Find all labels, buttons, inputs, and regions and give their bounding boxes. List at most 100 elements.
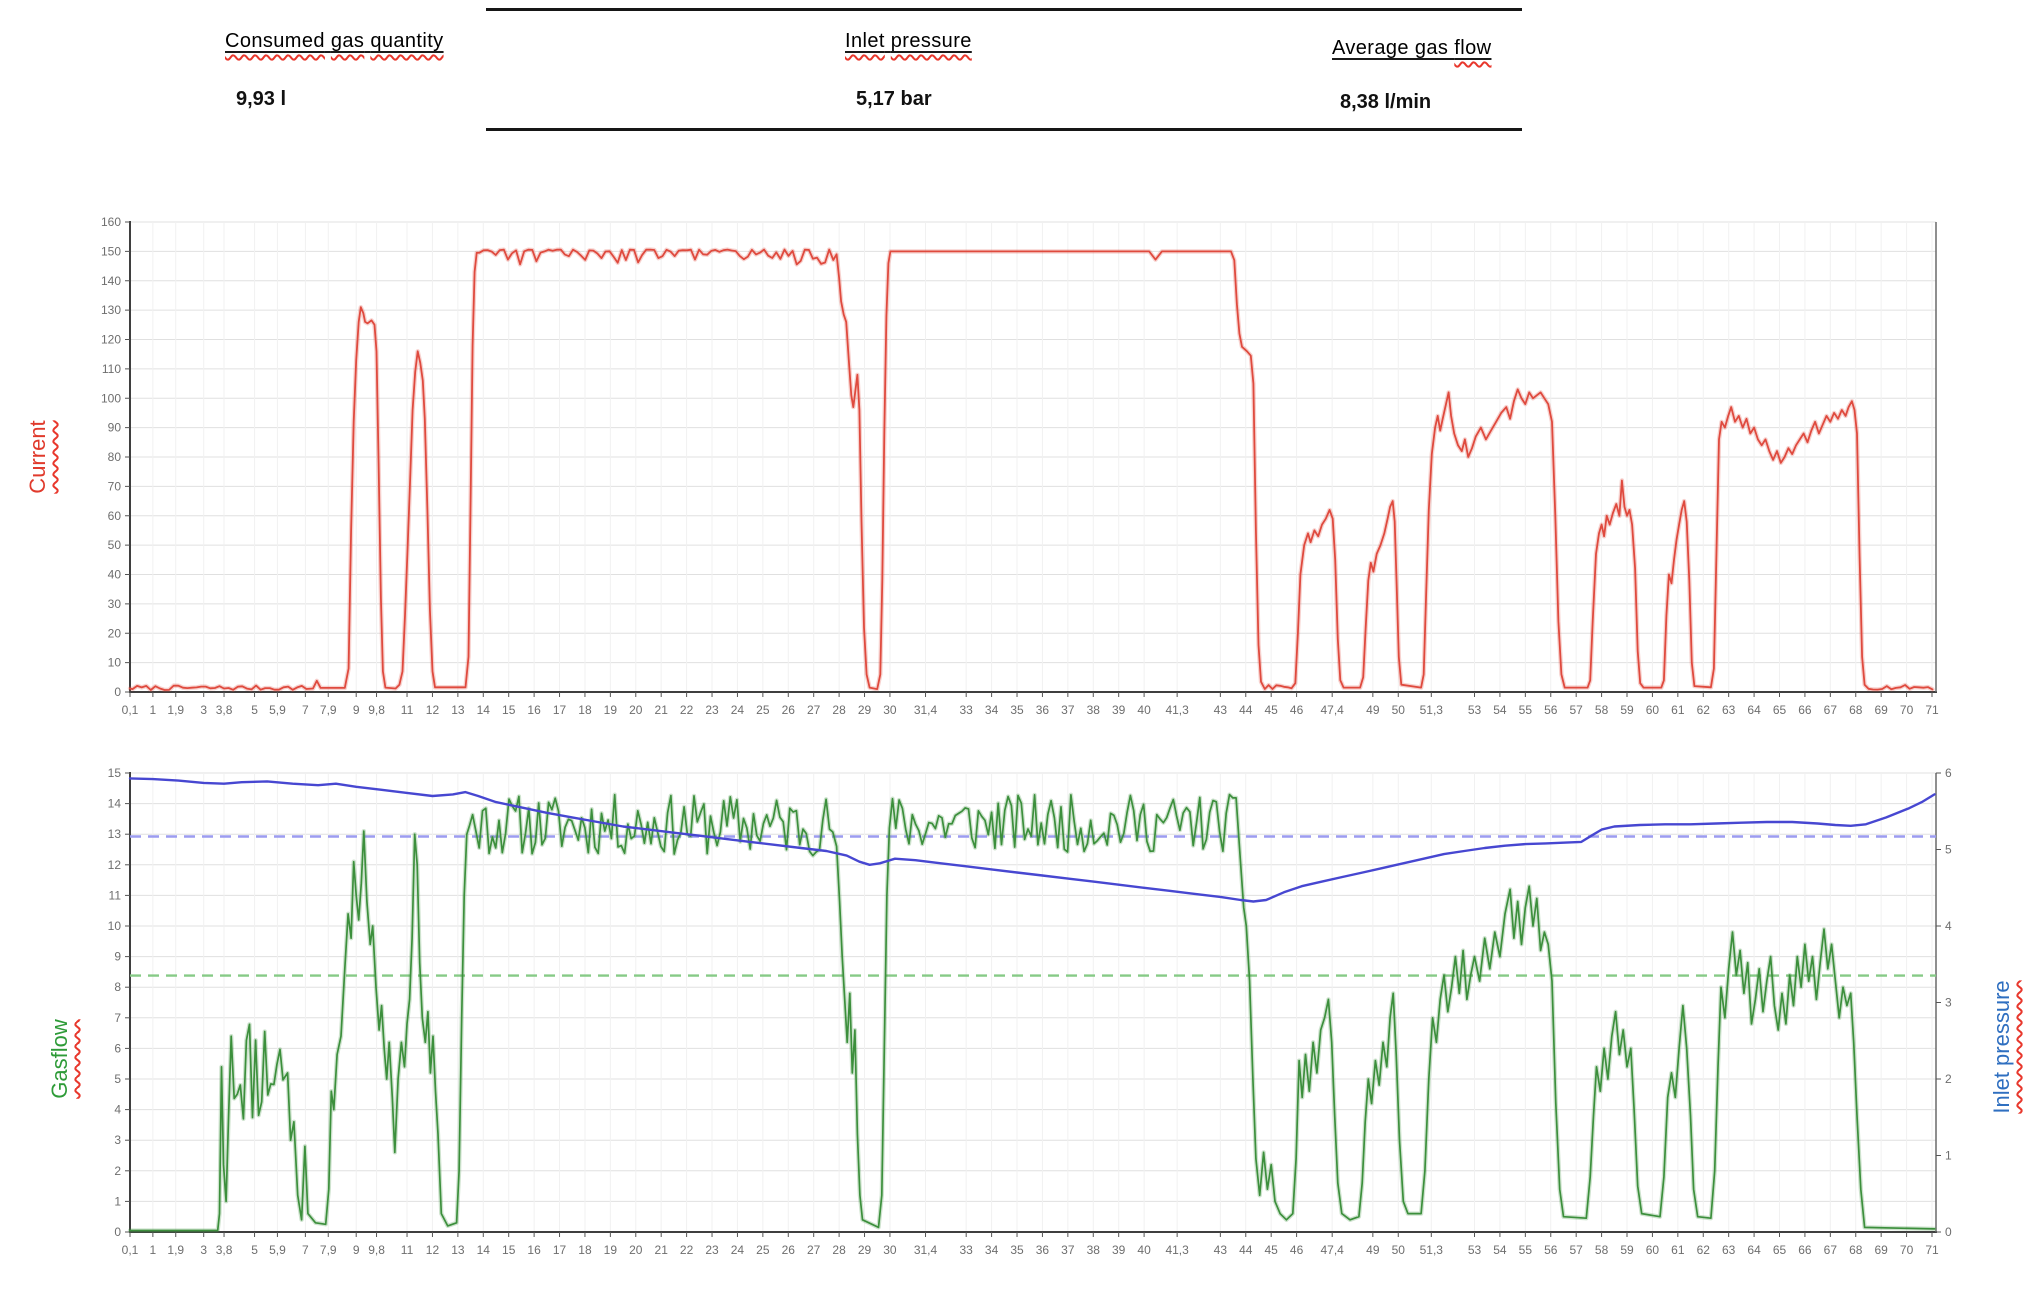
- svg-text:36: 36: [1036, 703, 1050, 717]
- svg-text:27: 27: [807, 1243, 821, 1257]
- svg-text:110: 110: [102, 362, 121, 376]
- gasflow-pressure-chart: 0,1 1 1,9 3 3,8 5 5,9 7 7,9 9 9,8 11 12 13 14 15 16 17 18 1…: [108, 766, 1952, 1257]
- svg-text:46: 46: [1290, 1243, 1304, 1257]
- svg-text:4: 4: [1945, 919, 1952, 933]
- svg-text:12: 12: [426, 1243, 440, 1257]
- svg-text:60: 60: [1646, 1243, 1660, 1257]
- svg-text:0: 0: [114, 1225, 121, 1239]
- svg-text:1,9: 1,9: [167, 703, 184, 717]
- svg-text:3: 3: [200, 703, 207, 717]
- svg-text:45: 45: [1265, 703, 1279, 717]
- svg-text:12: 12: [108, 858, 122, 872]
- svg-text:7: 7: [302, 703, 309, 717]
- average-gas-flow-value: 8,38 l/min: [1340, 91, 1432, 113]
- svg-text:67: 67: [1824, 703, 1838, 717]
- svg-text:2: 2: [114, 1164, 121, 1178]
- svg-text:49: 49: [1366, 703, 1380, 717]
- svg-text:55: 55: [1519, 1243, 1533, 1257]
- svg-text:15: 15: [108, 766, 122, 780]
- svg-text:25: 25: [756, 1243, 770, 1257]
- svg-text:0,1: 0,1: [122, 703, 139, 717]
- svg-text:9,8: 9,8: [368, 703, 385, 717]
- svg-text:14: 14: [108, 797, 122, 811]
- svg-text:17: 17: [553, 1243, 567, 1257]
- svg-text:6: 6: [1945, 766, 1952, 780]
- svg-text:21: 21: [655, 703, 669, 717]
- svg-text:15: 15: [502, 1243, 516, 1257]
- svg-text:9: 9: [114, 950, 121, 964]
- svg-text:20: 20: [629, 1243, 643, 1257]
- svg-text:0: 0: [1945, 1225, 1952, 1239]
- svg-text:5,9: 5,9: [269, 1243, 286, 1257]
- svg-text:150: 150: [101, 244, 121, 258]
- svg-text:7: 7: [114, 1011, 121, 1025]
- svg-text:49: 49: [1366, 1243, 1380, 1257]
- svg-text:16: 16: [527, 703, 541, 717]
- svg-text:43: 43: [1214, 703, 1228, 717]
- svg-text:3,8: 3,8: [216, 703, 233, 717]
- svg-text:80: 80: [108, 450, 122, 464]
- summary-table-bottom-rule: [486, 128, 1522, 131]
- svg-text:1: 1: [1945, 1149, 1952, 1163]
- svg-text:17: 17: [553, 703, 567, 717]
- svg-text:5,9: 5,9: [269, 703, 286, 717]
- svg-text:31,4: 31,4: [914, 1243, 938, 1257]
- svg-text:58: 58: [1595, 703, 1609, 717]
- svg-text:45: 45: [1265, 1243, 1279, 1257]
- svg-text:40: 40: [108, 568, 122, 582]
- svg-text:41,3: 41,3: [1165, 1243, 1189, 1257]
- svg-text:57: 57: [1569, 703, 1583, 717]
- svg-text:0: 0: [114, 685, 121, 699]
- svg-text:39: 39: [1112, 703, 1126, 717]
- svg-text:2: 2: [1945, 1072, 1952, 1086]
- svg-text:20: 20: [629, 703, 643, 717]
- svg-text:59: 59: [1620, 1243, 1634, 1257]
- svg-text:22: 22: [680, 703, 694, 717]
- svg-text:60: 60: [1646, 703, 1660, 717]
- svg-text:3: 3: [200, 1243, 207, 1257]
- svg-text:47,4: 47,4: [1321, 703, 1345, 717]
- average-gas-flow-label: Average gas flow: [1332, 37, 1492, 59]
- svg-text:10: 10: [108, 656, 122, 670]
- svg-text:23: 23: [705, 1243, 719, 1257]
- svg-text:29: 29: [858, 1243, 872, 1257]
- svg-text:43: 43: [1214, 1243, 1228, 1257]
- svg-text:100: 100: [101, 391, 121, 405]
- svg-text:31,4: 31,4: [914, 703, 938, 717]
- svg-text:64: 64: [1747, 703, 1761, 717]
- svg-text:40: 40: [1137, 703, 1151, 717]
- svg-text:30: 30: [883, 1243, 897, 1257]
- svg-text:64: 64: [1747, 1243, 1761, 1257]
- svg-text:19: 19: [604, 703, 618, 717]
- svg-text:70: 70: [1900, 703, 1914, 717]
- svg-text:12: 12: [426, 703, 440, 717]
- svg-text:11: 11: [401, 703, 414, 717]
- svg-text:61: 61: [1671, 703, 1685, 717]
- svg-text:35: 35: [1010, 703, 1024, 717]
- svg-text:29: 29: [858, 703, 872, 717]
- svg-text:44: 44: [1239, 1243, 1253, 1257]
- svg-text:66: 66: [1798, 703, 1812, 717]
- svg-text:25: 25: [756, 703, 770, 717]
- svg-text:50: 50: [108, 538, 122, 552]
- svg-text:30: 30: [883, 703, 897, 717]
- svg-text:61: 61: [1671, 1243, 1685, 1257]
- svg-text:37: 37: [1061, 1243, 1075, 1257]
- svg-text:90: 90: [108, 421, 122, 435]
- svg-text:46: 46: [1290, 703, 1304, 717]
- current-chart: 0,1 1 1,9 3 3,8 5 5,9 7 7,9 9 9,8 11 12 13 14 15 16 17 18 1…: [101, 215, 1939, 717]
- svg-text:62: 62: [1697, 1243, 1711, 1257]
- summary-table-top-rule: [486, 8, 1522, 11]
- svg-text:34: 34: [985, 703, 999, 717]
- svg-text:130: 130: [101, 303, 121, 317]
- inlet-pressure-label: Inlet pressure: [845, 30, 972, 52]
- svg-text:68: 68: [1849, 703, 1863, 717]
- svg-text:11: 11: [109, 888, 122, 902]
- svg-text:58: 58: [1595, 1243, 1609, 1257]
- svg-text:16: 16: [527, 1243, 541, 1257]
- svg-text:1: 1: [150, 1243, 157, 1257]
- svg-text:1: 1: [114, 1194, 121, 1208]
- svg-text:37: 37: [1061, 703, 1075, 717]
- svg-text:13: 13: [451, 1243, 465, 1257]
- svg-text:36: 36: [1036, 1243, 1050, 1257]
